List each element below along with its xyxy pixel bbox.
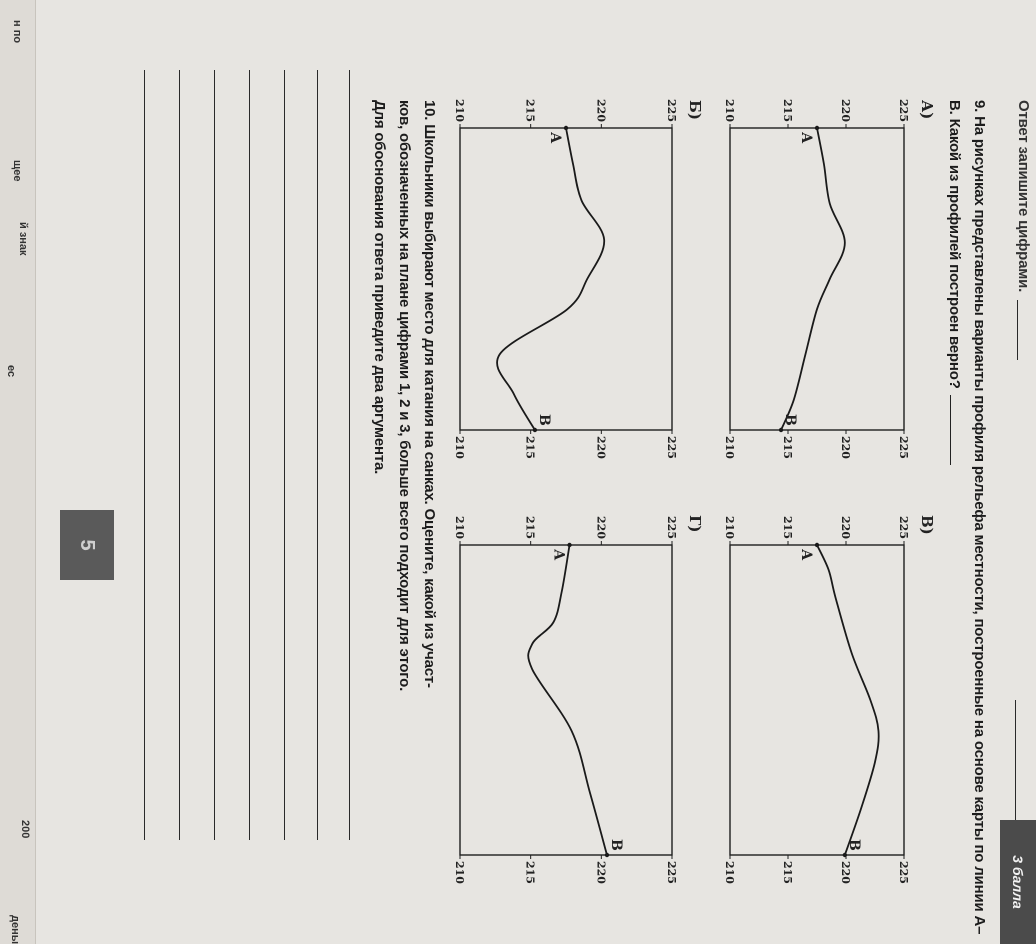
point-b-label: В [536,414,552,426]
point-a-marker [814,125,820,131]
y-tick-label-left: 210 [723,99,736,122]
y-tick-label-right: 220 [839,436,852,459]
chart-frame [729,544,905,856]
y-tick-label-right: 225 [897,436,910,459]
adjacent-fragment: н по [11,20,23,44]
y-tick-label-left: 210 [453,516,466,539]
y-tick-label-right: 225 [897,861,910,884]
point-a-marker [814,542,820,548]
question-10-line-1: 10. Школьники выбирают место для катания… [421,100,438,688]
point-a-label: А [547,132,563,144]
answer-line[interactable] [179,70,180,840]
answer-line[interactable] [284,70,285,840]
y-tick-label-right: 220 [839,861,852,884]
point-a-marker [567,542,572,548]
y-tick-label-left: 225 [897,516,910,539]
point-b-marker [604,852,610,858]
y-tick-label-right: 215 [524,436,537,459]
y-tick-label-right: 215 [524,861,537,884]
adjacent-fragment: 200 [19,820,31,839]
point-a-label: А [798,132,814,144]
answer-line[interactable] [214,70,215,840]
y-tick-label-right: 210 [453,436,466,459]
point-a-label: А [798,549,814,561]
point-b-marker [778,427,784,433]
answer-line[interactable] [317,70,318,840]
answer-line[interactable] [144,70,145,840]
point-b-marker [842,852,848,858]
y-tick-label-left: 225 [665,99,678,122]
page-number: 5 [60,510,114,580]
y-tick-label-left: 220 [594,99,607,122]
y-tick-label-left: 215 [781,516,794,539]
y-tick-label-left: 225 [897,99,910,122]
question-10-line-3: Для обоснования ответа приведите два арг… [371,100,388,475]
profile-line [780,127,846,431]
adjacent-fragment: ес [5,365,17,378]
point-b-marker [532,427,538,433]
point-b-label: В [846,839,862,851]
point-b-label: В [782,414,798,426]
adjacent-page-edge: н по щее й знак ес 200 дены [0,0,36,944]
adjacent-fragment: щее [11,160,23,182]
answer-line[interactable] [249,70,250,840]
y-tick-label-left: 215 [524,516,537,539]
answer-line[interactable] [349,70,350,840]
y-tick-label-right: 220 [594,436,607,459]
y-tick-label-left: 220 [839,99,852,122]
y-tick-label-right: 225 [665,436,678,459]
y-tick-label-right: 210 [723,436,736,459]
y-tick-label-left: 225 [665,516,678,539]
point-b-label: В [608,839,624,851]
y-tick-label-left: 215 [781,99,794,122]
profile-line [496,127,606,431]
y-tick-label-right: 215 [781,861,794,884]
y-tick-label-left: 215 [524,99,537,122]
y-tick-label-left: 220 [839,516,852,539]
chart-frame [459,127,673,431]
question-10-line-2: ков, обозначенных на плане цифрами 1, 2 … [396,100,413,692]
adjacent-fragment: дены [9,915,21,944]
y-tick-label-right: 210 [453,861,466,884]
point-a-marker [563,125,569,131]
y-tick-label-right: 220 [594,861,607,884]
chart-frame [729,127,905,431]
y-tick-label-right: 225 [665,861,678,884]
y-tick-label-left: 210 [723,516,736,539]
point-a-label: А [551,549,567,561]
y-tick-label-right: 215 [781,436,794,459]
y-tick-label-right: 210 [723,861,736,884]
chart-frame [459,544,673,856]
adjacent-fragment: й знак [17,222,29,256]
y-tick-label-left: 210 [453,99,466,122]
y-tick-label-left: 220 [594,516,607,539]
profile-line [527,544,608,856]
profile-line [816,544,880,856]
